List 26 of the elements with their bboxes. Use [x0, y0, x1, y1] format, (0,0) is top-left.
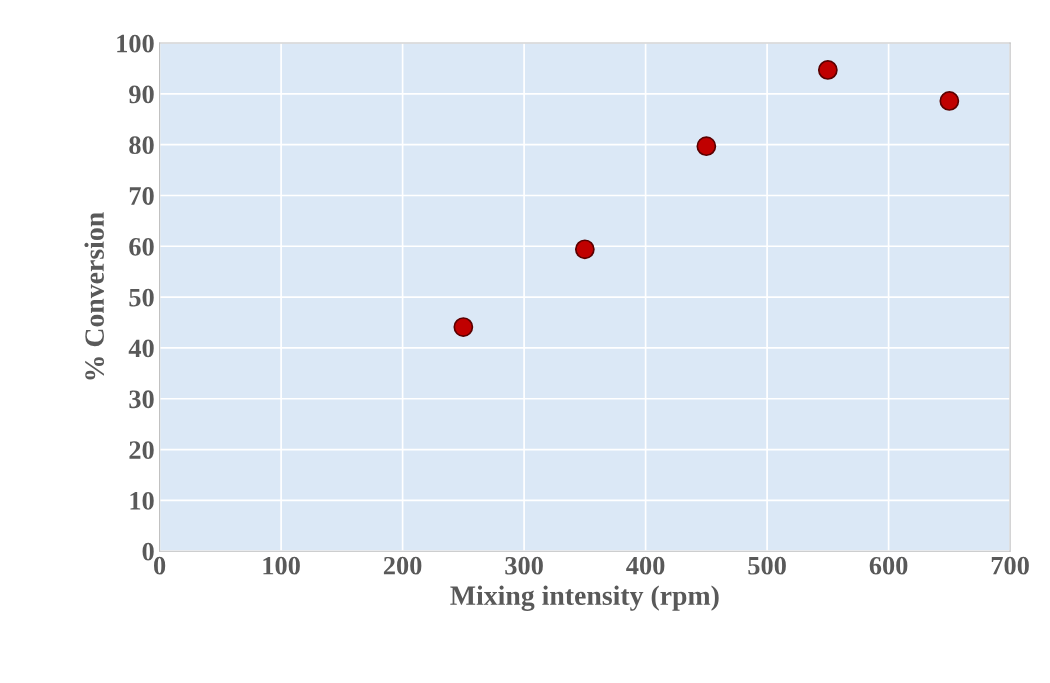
point [696, 136, 717, 157]
y-axis-title: % Conversion [84, 212, 105, 380]
x-tick-label: 600 [869, 556, 908, 575]
x-tick-label: 700 [991, 556, 1029, 575]
point [574, 239, 595, 260]
y-tick-label: 70 [129, 187, 154, 205]
x-axis-title: Mixing intensity (rpm) [450, 585, 719, 611]
x-tick-label: 200 [383, 556, 422, 575]
y-tick-label: 80 [129, 136, 154, 155]
y-tick-label: 100 [117, 34, 154, 53]
point [453, 317, 474, 337]
point [817, 60, 838, 80]
y-tick-label: 40 [128, 339, 154, 358]
y-tick-label: 50 [129, 288, 154, 307]
x-tick-label: 300 [505, 556, 543, 575]
y-tick-label: 30 [129, 390, 154, 409]
y-tick-label: 20 [129, 441, 154, 459]
point [939, 91, 960, 111]
y-tick-label: 60 [129, 237, 154, 256]
y-tick-label: 10 [130, 491, 154, 510]
x-tick-label: 500 [748, 556, 786, 575]
x-tick-label: 400 [626, 556, 665, 575]
y-tick-label: 0 [142, 542, 154, 561]
x-tick-label: 100 [263, 556, 300, 575]
x-tick-label: 0 [154, 556, 166, 575]
y-tick-label: 90 [129, 85, 154, 104]
